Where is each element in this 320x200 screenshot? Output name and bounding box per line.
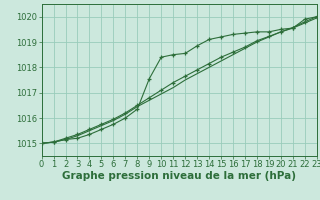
X-axis label: Graphe pression niveau de la mer (hPa): Graphe pression niveau de la mer (hPa) xyxy=(62,171,296,181)
